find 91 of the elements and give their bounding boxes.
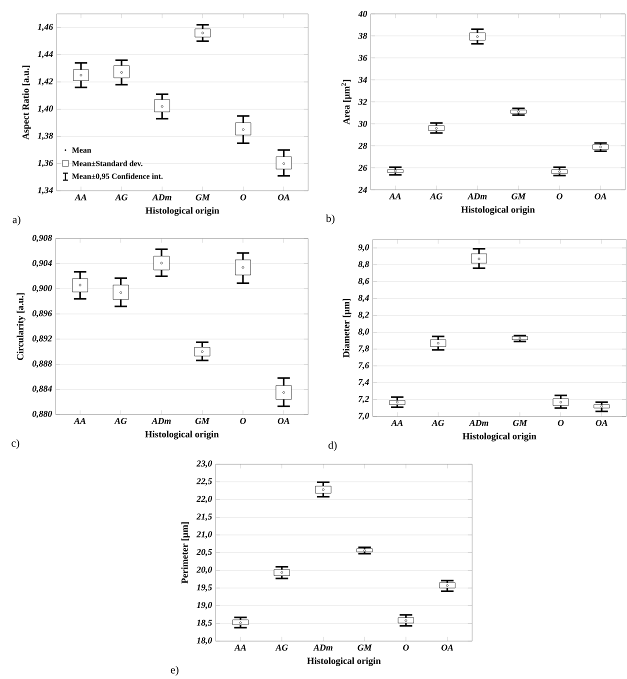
y-tick-label: 7,2 xyxy=(358,396,369,404)
x-tick-label: ADm xyxy=(467,193,487,200)
x-tick-label: O xyxy=(556,193,562,200)
x-tick-label: OA xyxy=(594,193,606,200)
y-tick-label: 19,0 xyxy=(196,602,212,610)
y-axis-title: Area [µm$^{2}$] xyxy=(341,80,352,124)
y-tick-label: 30 xyxy=(358,120,368,127)
text: b) xyxy=(326,214,334,224)
y-tick-label: 34 xyxy=(358,76,367,83)
text: e) xyxy=(170,666,178,676)
y-tick-label: 7,6 xyxy=(358,362,370,370)
y-tick-label: 1,40 xyxy=(38,106,53,113)
x-tick-label: OA xyxy=(278,194,290,200)
y-tick-label: 0,904 xyxy=(32,260,52,268)
y-tick-label: 8,8 xyxy=(358,261,370,268)
text: a) xyxy=(12,216,20,226)
y-tick-label: 38 xyxy=(358,32,368,39)
x-tick-label: O xyxy=(240,194,246,200)
x-tick-label: ADm xyxy=(152,194,172,200)
x-tick-label: AA xyxy=(234,644,246,650)
y-tick-label: 9,0 xyxy=(358,244,369,252)
y-tick-label: 0,888 xyxy=(32,360,52,368)
y-tick-label: 21,0 xyxy=(196,531,212,539)
y-tick-label: 7,0 xyxy=(358,412,369,420)
y-tick-label: 7,8 xyxy=(358,345,370,353)
x-axis-title: Histological origin xyxy=(462,432,536,442)
x-tick-label: GM xyxy=(195,418,210,424)
y-axis-title: Diameter [µm] xyxy=(342,298,352,358)
y-tick-label: 19,5 xyxy=(196,584,212,592)
y-tick-label: 22,5 xyxy=(196,478,212,486)
text: d) xyxy=(328,441,337,452)
y-axis-title: Circularity [a.u.] xyxy=(16,293,26,360)
x-tick-label: AG xyxy=(275,644,288,651)
y-axis-title: Aspect Ratio [a.u.] xyxy=(22,66,31,140)
x-tick-label: GM xyxy=(358,644,372,651)
y-tick-label: 8,2 xyxy=(358,312,369,320)
y-tick-label: 23,0 xyxy=(196,460,212,468)
y-tick-label: 20,5 xyxy=(196,548,212,556)
x-tick-label: GM xyxy=(512,420,528,426)
y-tick-label: 8,0 xyxy=(358,328,369,336)
y-tick-label: 0,892 xyxy=(32,335,52,343)
x-tick-label: GM xyxy=(196,194,210,200)
y-tick-label: 40 xyxy=(358,10,368,17)
x-tick-label: ADm xyxy=(151,418,171,424)
y-tick-label: 28 xyxy=(358,142,368,149)
x-tick-label: OA xyxy=(441,644,454,651)
x-tick-label: AA xyxy=(390,420,403,426)
y-axis-title: Perimeter [µm] xyxy=(181,522,190,584)
x-tick-label: AG xyxy=(431,420,444,426)
x-tick-label: AG xyxy=(430,193,442,200)
y-tick-label: 8,6 xyxy=(358,278,370,286)
y-tick-label: 1,38 xyxy=(38,132,53,140)
y-tick-label: 0,884 xyxy=(32,386,52,393)
y-tick-label: 1,42 xyxy=(38,78,53,86)
y-tick-label: 18,5 xyxy=(196,620,212,628)
x-tick-label: AG xyxy=(114,194,128,200)
y-tick-label: 0,900 xyxy=(32,285,52,292)
y-tick-label: 1,34 xyxy=(38,187,53,194)
x-tick-label: OA xyxy=(278,418,290,424)
x-tick-label: O xyxy=(402,644,409,651)
x-tick-label: OA xyxy=(596,420,608,426)
y-tick-label: 22,0 xyxy=(196,496,212,504)
x-tick-label: O xyxy=(240,418,246,424)
x-tick-label: AA xyxy=(74,418,86,424)
y-tick-label: 36 xyxy=(358,54,368,61)
x-axis-title: Histological origin xyxy=(144,430,219,440)
y-tick-label: 8,4 xyxy=(358,294,369,302)
y-tick-label: 1,46 xyxy=(38,24,54,32)
text: c) xyxy=(12,439,20,449)
y-tick-label: 21,5 xyxy=(196,514,212,521)
x-tick-label: AA xyxy=(74,194,86,200)
y-tick-label: 26 xyxy=(358,164,368,171)
x-tick-label: O xyxy=(558,420,564,426)
y-tick-label: 32 xyxy=(358,98,367,105)
y-tick-label: 24 xyxy=(358,186,367,193)
y-tick-label: 1,36 xyxy=(38,160,54,168)
y-tick-label: 0,896 xyxy=(32,310,52,318)
y-tick-label: 1,44 xyxy=(38,51,53,58)
y-tick-label: 18,0 xyxy=(196,637,212,645)
y-tick-label: 7,4 xyxy=(358,379,369,386)
y-tick-label: 20,0 xyxy=(196,566,212,574)
y-tick-label: 0,908 xyxy=(32,234,52,242)
x-axis-title: Histological origin xyxy=(145,207,220,216)
x-tick-label: AA xyxy=(388,193,401,200)
x-axis-title: Histological origin xyxy=(461,206,535,215)
y-tick-label: 0,880 xyxy=(32,410,52,418)
x-tick-label: ADm xyxy=(313,644,332,650)
x-tick-label: GM xyxy=(512,193,526,200)
x-tick-label: AG xyxy=(114,418,127,424)
x-tick-label: ADm xyxy=(468,420,488,426)
x-axis-title: Histological origin xyxy=(307,657,381,666)
